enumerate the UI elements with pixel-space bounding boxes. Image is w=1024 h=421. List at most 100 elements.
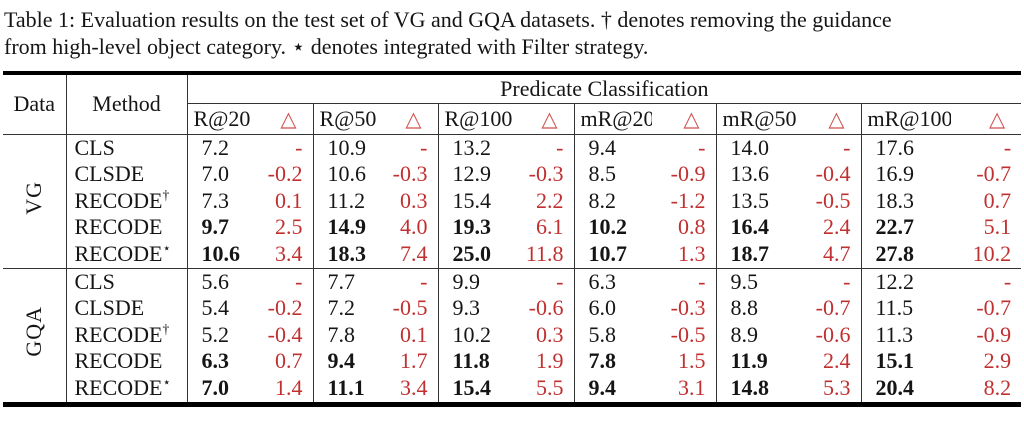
metric-value: 7.8 bbox=[573, 348, 652, 375]
delta-value: - bbox=[255, 133, 313, 162]
triangle-icon: △ bbox=[988, 106, 1006, 131]
delta-value: -0.9 bbox=[670, 161, 706, 187]
metric-value: 27.8 bbox=[860, 241, 951, 269]
method-label: RECODE bbox=[65, 348, 187, 375]
delta-value: - bbox=[652, 267, 716, 296]
delta-value: 0.7 bbox=[275, 348, 303, 374]
delta-value: -0.7 bbox=[976, 161, 1012, 187]
metric-value: 22.7 bbox=[860, 214, 951, 242]
triangle-icon: △ bbox=[828, 106, 845, 131]
metric-value: 5.2 bbox=[186, 321, 255, 349]
metric-value: 9.5 bbox=[715, 267, 796, 296]
metric-value: 11.9 bbox=[715, 348, 796, 375]
metric-value: 16.9 bbox=[860, 161, 951, 188]
metric-value: 19.3 bbox=[437, 214, 514, 242]
metric-value: 20.4 bbox=[860, 375, 951, 405]
delta-value: -0.4 bbox=[267, 321, 303, 347]
delta-value: -0.5 bbox=[815, 187, 851, 213]
table-row: RECODE⋆ 7.0 1.4 11.1 3.4 15.4 5.5 9.4 3.1 14.8 5.3… bbox=[3, 375, 1021, 405]
metric-value: 8.2 bbox=[573, 187, 652, 215]
metric-value: 18.3 bbox=[860, 187, 951, 215]
metric-value: 7.0 bbox=[186, 375, 255, 405]
delta-value: 5.1 bbox=[983, 214, 1012, 240]
metric-value: 14.0 bbox=[715, 133, 796, 162]
table-row: RECODE 6.3 0.7 9.4 1.7 11.8 1.9 7.8 1.5 11.9 2.4 15… bbox=[3, 348, 1021, 375]
delta-value: -0.3 bbox=[528, 161, 564, 187]
metric-value: 6.0 bbox=[573, 295, 652, 322]
metric-value: 8.8 bbox=[715, 295, 796, 322]
metric-value: 9.4 bbox=[573, 375, 652, 405]
metric-value: 11.1 bbox=[312, 375, 380, 405]
method-superscript: ⋆ bbox=[162, 241, 172, 256]
method-label: RECODE⋆ bbox=[65, 241, 187, 269]
delta-value: 0.1 bbox=[275, 187, 303, 213]
metric-value: 7.8 bbox=[312, 321, 380, 349]
table-row: CLSDE 7.0 -0.2 10.6 -0.3 12.9 -0.3 8.5 -0.9 13.6-… bbox=[3, 161, 1021, 188]
header-metric-mr100: mR@100 bbox=[860, 103, 951, 135]
dataset-vertical-text: VG bbox=[21, 180, 47, 215]
delta-value: 1.7 bbox=[400, 348, 428, 374]
metric-value: 5.8 bbox=[573, 321, 652, 349]
metric-value: 10.2 bbox=[437, 321, 514, 349]
delta-value: -0.6 bbox=[528, 295, 564, 321]
dataset-label-gqa: GQA bbox=[3, 267, 66, 405]
delta-value: 0.3 bbox=[536, 321, 564, 347]
delta-value: 2.9 bbox=[983, 348, 1012, 374]
triangle-icon: △ bbox=[405, 106, 422, 131]
metric-value: 17.6 bbox=[860, 133, 951, 162]
table-row: RECODE 9.7 2.5 14.9 4.0 19.3 6.1 10.2 0.8 16.4 2.4… bbox=[3, 214, 1021, 242]
metric-value: 10.6 bbox=[186, 241, 255, 269]
delta-value: - bbox=[652, 133, 716, 162]
metric-value: 16.4 bbox=[715, 214, 796, 242]
delta-value: 7.4 bbox=[400, 241, 428, 267]
method-label: RECODE bbox=[65, 214, 187, 242]
metric-value: 5.6 bbox=[186, 267, 255, 296]
caption-line-1: Table 1: Evaluation results on the test … bbox=[4, 7, 892, 32]
method-label: CLS bbox=[65, 267, 187, 296]
header-predicate-classification: Predicate Classification bbox=[186, 72, 1022, 104]
method-label: CLS bbox=[65, 133, 187, 162]
delta-value: -1.2 bbox=[670, 187, 706, 213]
delta-value: - bbox=[951, 133, 1022, 162]
delta-value: 0.1 bbox=[400, 321, 428, 347]
delta-value: - bbox=[380, 267, 438, 296]
metric-value: 15.1 bbox=[860, 348, 951, 375]
table-body: VG CLS 7.2-10.9-13.2-9.4-14.0-17.6- CLSDE 7.… bbox=[3, 133, 1022, 405]
header-metric-mr50: mR@50 bbox=[715, 103, 796, 135]
delta-icon: △ bbox=[951, 103, 1022, 135]
delta-value: 1.3 bbox=[678, 241, 706, 267]
metric-value: 6.3 bbox=[573, 267, 652, 296]
table-row: RECODE† 7.3 0.1 11.2 0.3 15.4 2.2 8.2 -1.2 13.5 -0… bbox=[3, 187, 1021, 215]
table-row: RECODE⋆ 10.6 3.4 18.3 7.4 25.0 11.8 10.7 1.3 18.7… bbox=[3, 241, 1021, 269]
metric-value: 6.3 bbox=[186, 348, 255, 375]
metric-value: 9.9 bbox=[437, 267, 514, 296]
metric-value: 14.8 bbox=[715, 375, 796, 405]
triangle-icon: △ bbox=[683, 106, 700, 131]
delta-value: -0.4 bbox=[815, 161, 851, 187]
metric-value: 9.7 bbox=[186, 214, 255, 242]
delta-value: -0.9 bbox=[976, 321, 1012, 347]
caption-line-2: from high-level object category. ⋆ denot… bbox=[4, 33, 649, 59]
metric-value: 14.9 bbox=[312, 214, 380, 242]
delta-icon: △ bbox=[255, 103, 313, 135]
metric-value: 10.7 bbox=[573, 241, 652, 269]
table-row: VG CLS 7.2-10.9-13.2-9.4-14.0-17.6- bbox=[3, 133, 1022, 269]
delta-value: 0.8 bbox=[678, 214, 706, 240]
metric-value: 15.4 bbox=[437, 187, 514, 215]
header-metric-r20: R@20 bbox=[186, 103, 255, 135]
delta-value: -0.5 bbox=[670, 321, 706, 347]
header-metric-r50: R@50 bbox=[312, 103, 380, 135]
header-metric-mr20: mR@20 bbox=[573, 103, 652, 135]
delta-value: 3.1 bbox=[678, 375, 706, 400]
delta-value: 0.3 bbox=[400, 187, 428, 213]
delta-value: 4.0 bbox=[400, 214, 428, 240]
metric-value: 7.0 bbox=[186, 161, 255, 188]
table-row: GQA CLS 5.6-7.7-9.9-6.3-9.5-12.2- bbox=[3, 267, 1022, 405]
delta-value: - bbox=[380, 133, 438, 162]
delta-value: 5.5 bbox=[536, 375, 564, 400]
delta-value: -0.5 bbox=[392, 295, 428, 321]
metric-value: 7.7 bbox=[312, 267, 380, 296]
table-row: CLSDE 5.4 -0.2 7.2 -0.5 9.3 -0.6 6.0 -0.3 8.8 -0.7… bbox=[3, 295, 1021, 322]
metric-value: 11.8 bbox=[437, 348, 514, 375]
